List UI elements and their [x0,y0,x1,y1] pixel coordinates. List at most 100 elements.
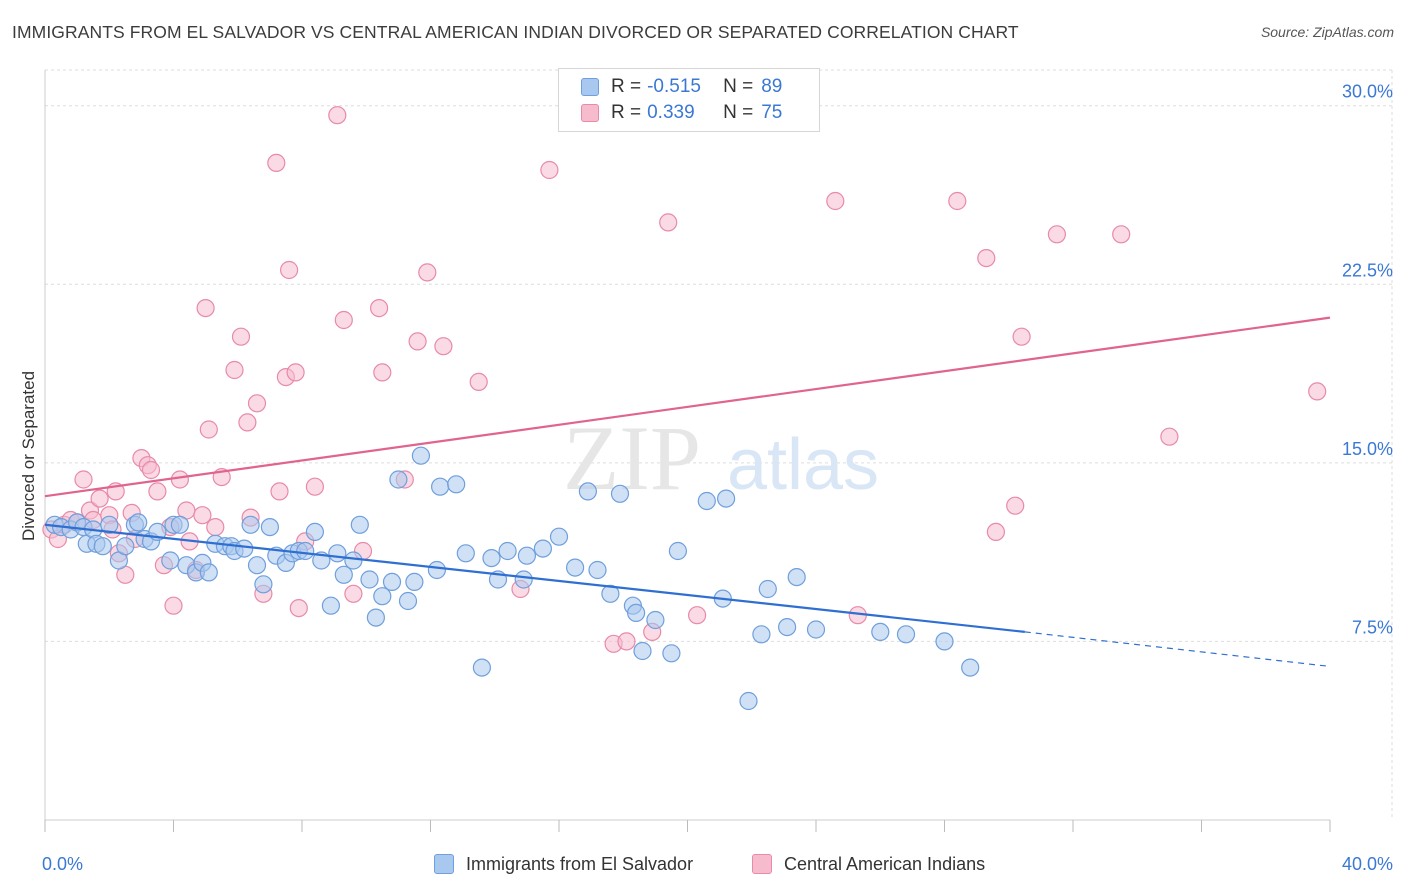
data-point [697,491,716,511]
data-point [366,608,385,627]
data-point [806,620,826,639]
data-point [389,470,408,489]
data-point [199,563,218,582]
data-point [659,213,678,232]
data-point [610,484,630,503]
data-point [533,539,553,558]
data-point [986,522,1006,542]
data-point [871,622,890,642]
n-label: N = [723,102,754,123]
data-point [514,570,533,589]
data-point [196,299,215,318]
data-point [344,551,363,570]
data-point [305,522,324,542]
data-point [164,596,183,615]
data-point [235,539,254,558]
data-point [948,191,967,211]
data-point [549,527,569,546]
data-point [1012,327,1031,346]
data-point [1112,225,1131,244]
data-point [739,691,758,711]
data-point [1047,225,1067,244]
n-value: 89 [761,76,783,97]
data-point [633,641,652,661]
data-point [328,544,347,563]
data-point [498,541,517,561]
data-point [116,537,135,556]
data-point [977,249,996,268]
data-point [241,515,260,534]
data-point [411,446,430,465]
data-point [141,460,161,480]
legend-row-central-american-indians: R = 0.339 N = 75 [581,101,782,125]
data-point [344,584,363,603]
data-point [431,477,450,496]
data-point [777,617,797,637]
data-point [93,537,112,556]
data-point [935,632,954,651]
data-point [334,310,353,330]
data-point [373,363,392,382]
data-point [254,575,273,594]
data-point [280,260,299,280]
n-label: N = [723,76,754,97]
data-point [758,579,777,599]
data-point [90,489,109,508]
r-label: R = [611,102,642,123]
trend-lines [44,316,1331,668]
data-point [267,153,286,172]
data-point [370,299,389,318]
data-point [148,482,167,501]
x-tick-label: 0.0% [42,854,83,874]
r-label: R = [611,76,642,97]
data-point [668,541,688,561]
data-point [193,506,212,525]
data-point [247,394,267,413]
n-value: 75 [761,102,783,123]
data-point [565,558,585,577]
data-point [896,625,916,644]
data-point [588,560,607,580]
legend-row-el-salvador: R = -0.515 N = 89 [581,75,782,99]
trend-line [44,316,1331,498]
data-point [100,515,119,534]
data-point [540,160,559,180]
data-point [456,544,475,563]
data-point [129,513,148,532]
y-tick-label: 7.5% [1352,617,1393,637]
data-point [206,517,225,537]
data-point [225,360,244,380]
y-tick-label: 22.5% [1342,260,1393,280]
source-credit: Source: ZipAtlas.com [1260,24,1394,40]
data-point [662,644,681,663]
data-point [286,363,305,382]
data-point [427,560,446,580]
axes [44,70,1331,832]
data-point [418,263,437,282]
data-point [398,591,418,611]
data-point [289,598,308,618]
r-value: 0.339 [647,102,695,123]
x-tick-label: 40.0% [1342,854,1393,874]
data-point [373,587,392,606]
data-point [434,337,453,356]
data-point [1006,496,1025,515]
data-point [787,567,806,587]
r-value: -0.515 [647,76,701,97]
bottom-legend-el-salvador: Immigrants from El Salvador [434,851,693,877]
data-point [408,332,427,351]
data-point [334,565,353,584]
data-point [247,556,267,575]
data-point [826,191,845,211]
data-point [517,546,537,565]
data-point [231,327,251,346]
data-point [321,596,340,615]
y-axis-label: Divorced or Separated [19,371,38,541]
pink-swatch-icon [581,104,599,122]
data-point [716,489,736,508]
blue-swatch-icon [434,854,454,874]
tick-labels: 7.5% 15.0% 22.5% 30.0% 0.0% 40.0% [42,82,1393,874]
data-point [961,658,980,677]
data-point [260,517,279,537]
